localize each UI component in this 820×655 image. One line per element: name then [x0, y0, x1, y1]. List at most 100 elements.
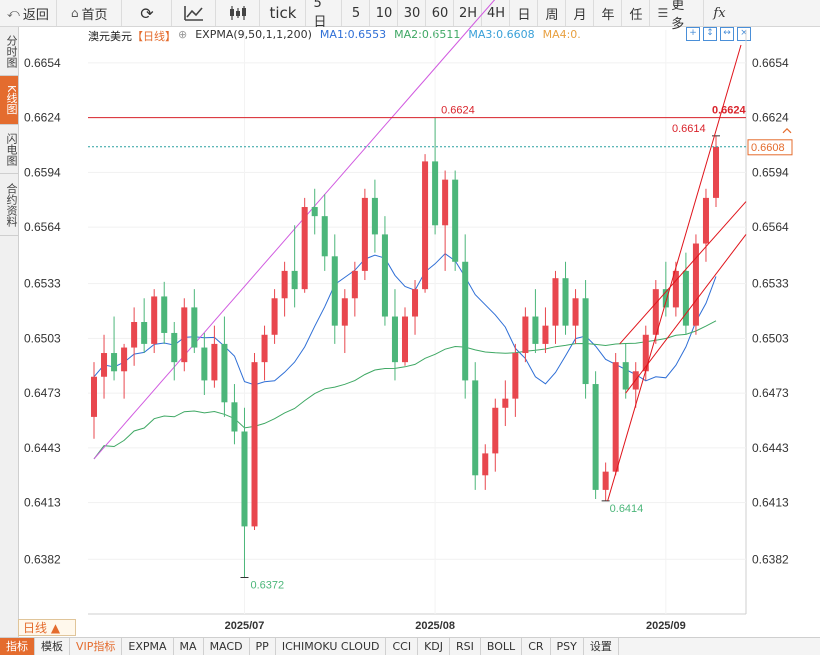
candle-body — [632, 371, 639, 390]
psy-tab[interactable]: PSY — [551, 638, 584, 655]
period-selector[interactable]: 日线 ▲ — [18, 619, 76, 636]
y-tick-label-right: 0.6382 — [752, 552, 789, 566]
more-button[interactable]: ☰ 更多 — [650, 0, 705, 32]
y-tick-label-left: 0.6443 — [24, 441, 61, 455]
ma1-label: MA1:0.6553 — [319, 28, 387, 41]
candle-body — [572, 298, 579, 326]
home-label: 首页 — [81, 7, 108, 23]
period-week[interactable]: 周 — [538, 0, 567, 26]
y-tick-label-right: 0.6473 — [752, 386, 789, 400]
candle-body — [181, 307, 188, 363]
cci-tab[interactable]: CCI — [386, 638, 419, 655]
overlay-annotations: 0.6624 0.6608 0.6624 0.6614 0.6372 0.6414 — [88, 44, 793, 592]
home-icon: ⌂ — [70, 6, 79, 20]
cr-tab[interactable]: CR — [522, 638, 551, 655]
x-axis-labels: 2025/07 2025/08 2025/09 — [225, 620, 686, 632]
candle-chart-button[interactable] — [216, 0, 261, 26]
candle-body — [562, 278, 569, 326]
period-year[interactable]: 年 — [594, 0, 623, 26]
candle-body — [301, 207, 308, 290]
reset-icon[interactable]: ↔ — [720, 27, 734, 41]
close-icon[interactable]: × — [737, 27, 751, 41]
period-tag[interactable]: 【日线】 — [132, 30, 176, 43]
macd-tab[interactable]: MACD — [204, 638, 250, 655]
candle-body — [371, 197, 378, 235]
home-button[interactable]: ⌂ 首页 — [57, 0, 123, 26]
candle-body — [712, 146, 720, 198]
candle-body — [131, 322, 138, 348]
y-tick-label-right: 0.6443 — [752, 441, 789, 455]
y-tick-label-right: 0.6594 — [752, 165, 789, 179]
candle-body — [472, 380, 479, 476]
candle-body — [482, 453, 489, 476]
kdj-tab[interactable]: KDJ — [418, 638, 451, 655]
y-tick-label-left: 0.6564 — [24, 220, 61, 234]
channel-mid-line — [625, 234, 747, 394]
y-tick-label-left: 0.6533 — [24, 277, 61, 291]
tab-kline[interactable]: K线图 — [0, 76, 18, 125]
period-day[interactable]: 日 — [510, 0, 539, 26]
period-month[interactable]: 月 — [566, 0, 595, 26]
top-toolbar: ⤺ 返回 ⌂ 首页 ⟳ tick 5日 5 10 30 60 2H 4H 日 周 月… — [0, 0, 820, 32]
ma-tab[interactable]: MA — [174, 638, 204, 655]
candle-body — [542, 325, 549, 344]
formula-button[interactable]: fx — [704, 0, 734, 26]
period-2h[interactable]: 2H — [454, 0, 483, 26]
resistance-label: 0.6624 — [712, 105, 747, 117]
settings-icon[interactable]: ⊕ — [178, 28, 188, 41]
vip-indicator-tab[interactable]: VIP指标 — [70, 638, 123, 655]
candle-body — [652, 289, 659, 335]
move-icon[interactable]: ↕ — [703, 27, 717, 41]
indicator-tab[interactable]: 指标 — [0, 638, 35, 655]
legend-tools: + ↕ ↔ × — [686, 27, 751, 41]
tab-timeshare[interactable]: 分时图 — [0, 27, 18, 76]
candle-body — [311, 207, 318, 217]
template-tab[interactable]: 模板 — [35, 638, 70, 655]
rsi-tab[interactable]: RSI — [450, 638, 481, 655]
back-label: 返回 — [22, 7, 49, 23]
candle-body — [492, 407, 499, 454]
chart-grid — [88, 30, 747, 615]
candle-body — [201, 347, 208, 381]
period-10[interactable]: 10 — [370, 0, 399, 26]
trend-chart-button[interactable] — [172, 0, 217, 26]
tab-flash[interactable]: 闪电图 — [0, 125, 18, 174]
candle-body — [351, 270, 358, 299]
last-price-box — [747, 139, 793, 156]
zoom-icon[interactable]: + — [686, 27, 700, 41]
period-60[interactable]: 60 — [426, 0, 455, 26]
candle-body — [412, 289, 419, 317]
x-tick-label: 2025/09 — [646, 620, 686, 632]
candle-body — [602, 471, 609, 490]
settings-tab[interactable]: 设置 — [584, 638, 619, 655]
candle-body — [211, 343, 218, 381]
period-5day[interactable]: 5日 — [306, 0, 343, 30]
low2-label: 0.6414 — [610, 503, 644, 515]
ichimoku-tab[interactable]: ICHIMOKU CLOUD — [276, 638, 387, 655]
candle-body — [502, 398, 509, 408]
expma-tab[interactable]: EXPMA — [122, 638, 174, 655]
tick-button[interactable]: tick — [260, 0, 307, 26]
y-tick-label-right: 0.6413 — [752, 496, 789, 510]
boll-tab[interactable]: BOLL — [481, 638, 523, 655]
candle-body — [161, 296, 168, 333]
candle-body — [391, 316, 398, 363]
period-4h[interactable]: 4H — [482, 0, 511, 26]
period-custom[interactable]: 任 — [622, 0, 651, 26]
candle-body — [261, 334, 268, 363]
candles — [90, 117, 720, 578]
refresh-button[interactable]: ⟳ — [122, 0, 173, 26]
ma2-label: MA2:0.6511 — [394, 28, 461, 41]
period-5[interactable]: 5 — [342, 0, 371, 26]
back-button[interactable]: ⤺ 返回 — [0, 0, 57, 26]
y-tick-label-left: 0.6594 — [24, 165, 61, 179]
candlestick-icon — [229, 6, 246, 20]
candle-body — [271, 298, 278, 335]
pp-tab[interactable]: PP — [250, 638, 276, 655]
candle-body — [171, 332, 178, 363]
tab-contract[interactable]: 合约资料 — [0, 174, 18, 236]
price-up-arrow-icon — [782, 127, 792, 134]
candle-body — [191, 307, 198, 348]
period-30[interactable]: 30 — [398, 0, 427, 26]
